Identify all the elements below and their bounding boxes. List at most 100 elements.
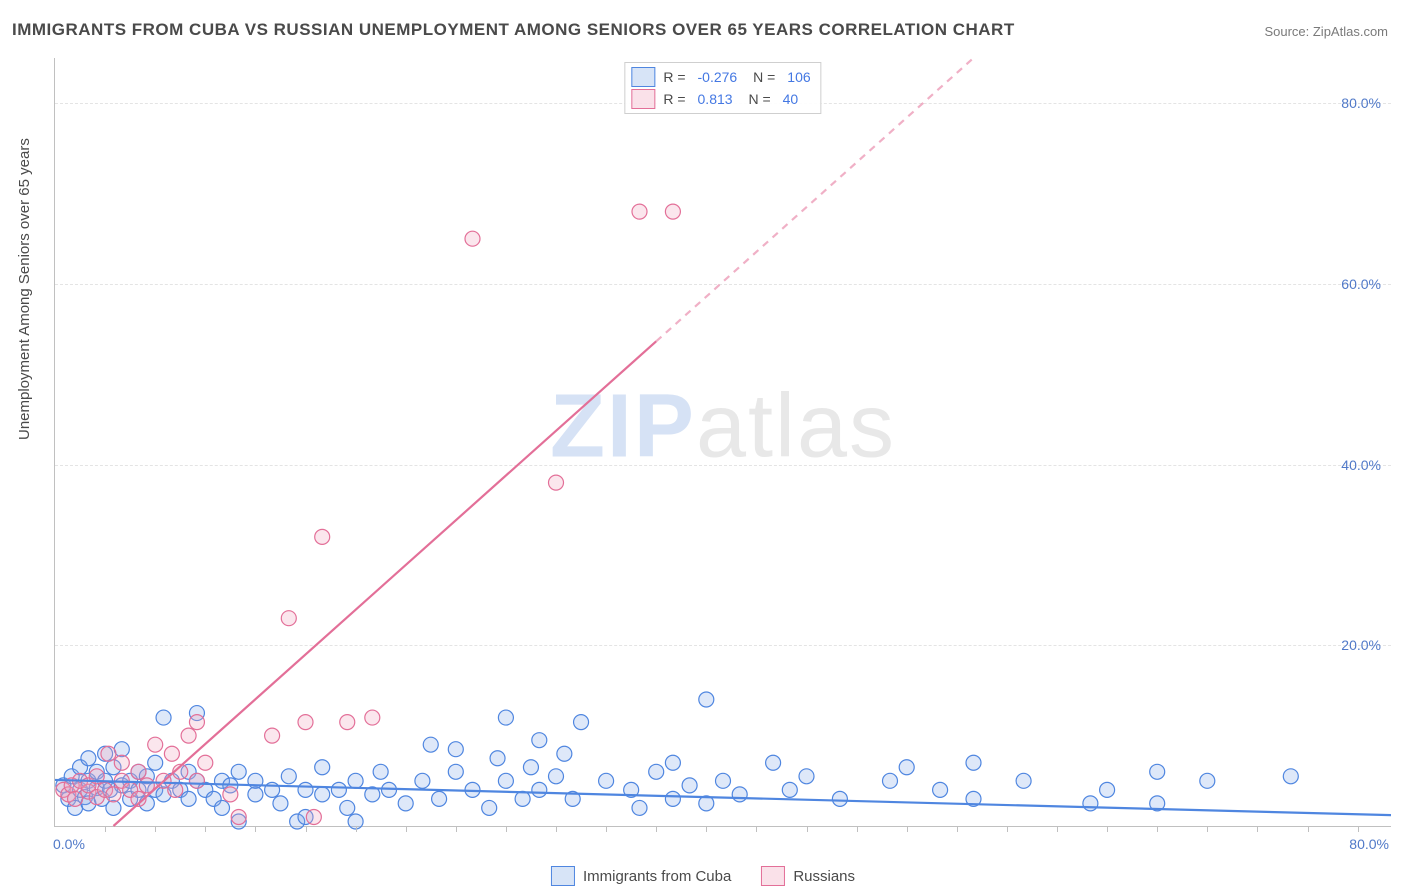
data-point bbox=[665, 755, 680, 770]
data-point bbox=[315, 529, 330, 544]
data-point bbox=[156, 710, 171, 725]
data-point bbox=[273, 796, 288, 811]
data-point bbox=[549, 769, 564, 784]
data-point bbox=[498, 773, 513, 788]
source-label: Source: ZipAtlas.com bbox=[1264, 24, 1388, 39]
data-point bbox=[665, 204, 680, 219]
data-point bbox=[490, 751, 505, 766]
data-point bbox=[189, 715, 204, 730]
data-point bbox=[315, 760, 330, 775]
y-tick-label: 20.0% bbox=[1341, 637, 1381, 653]
data-point bbox=[315, 787, 330, 802]
data-point bbox=[523, 760, 538, 775]
data-point bbox=[465, 231, 480, 246]
data-point bbox=[168, 782, 183, 797]
data-point bbox=[215, 800, 230, 815]
x-axis-end-label: 80.0% bbox=[1349, 836, 1389, 852]
data-point bbox=[114, 742, 129, 757]
data-point bbox=[682, 778, 697, 793]
data-point bbox=[348, 773, 363, 788]
data-point bbox=[148, 737, 163, 752]
data-point bbox=[423, 737, 438, 752]
data-point bbox=[632, 800, 647, 815]
data-point bbox=[883, 773, 898, 788]
data-point bbox=[398, 796, 413, 811]
data-point bbox=[1200, 773, 1215, 788]
data-point bbox=[198, 755, 213, 770]
x-tick bbox=[1358, 826, 1359, 832]
data-point bbox=[1150, 764, 1165, 779]
series-legend: Immigrants from Cuba Russians bbox=[551, 866, 855, 886]
x-axis-start-label: 0.0% bbox=[53, 836, 85, 852]
x-tick bbox=[456, 826, 457, 832]
series-legend-label: Immigrants from Cuba bbox=[583, 868, 731, 885]
data-point bbox=[331, 782, 346, 797]
x-tick bbox=[105, 826, 106, 832]
data-point bbox=[1083, 796, 1098, 811]
data-point bbox=[632, 204, 647, 219]
data-point bbox=[181, 728, 196, 743]
data-point bbox=[81, 751, 96, 766]
data-point bbox=[448, 742, 463, 757]
data-point bbox=[223, 787, 238, 802]
data-point bbox=[716, 773, 731, 788]
data-point bbox=[432, 791, 447, 806]
data-point bbox=[899, 760, 914, 775]
data-point bbox=[1100, 782, 1115, 797]
data-point bbox=[373, 764, 388, 779]
data-point bbox=[131, 764, 146, 779]
data-point bbox=[482, 800, 497, 815]
x-tick bbox=[1207, 826, 1208, 832]
x-tick bbox=[957, 826, 958, 832]
trend-line-solid bbox=[113, 341, 656, 826]
data-point bbox=[1016, 773, 1031, 788]
legend-swatch bbox=[761, 866, 785, 886]
data-point bbox=[231, 809, 246, 824]
data-point bbox=[114, 755, 129, 770]
data-point bbox=[832, 791, 847, 806]
data-point bbox=[281, 611, 296, 626]
data-point bbox=[574, 715, 589, 730]
data-point bbox=[532, 782, 547, 797]
series-legend-item: Russians bbox=[761, 866, 855, 886]
data-point bbox=[782, 782, 797, 797]
x-tick bbox=[306, 826, 307, 832]
x-tick bbox=[706, 826, 707, 832]
x-tick bbox=[1107, 826, 1108, 832]
data-point bbox=[106, 800, 121, 815]
data-point bbox=[101, 746, 116, 761]
data-point bbox=[966, 755, 981, 770]
chart-title: IMMIGRANTS FROM CUBA VS RUSSIAN UNEMPLOY… bbox=[12, 20, 1015, 40]
series-legend-label: Russians bbox=[793, 868, 855, 885]
data-point bbox=[515, 791, 530, 806]
chart-container: IMMIGRANTS FROM CUBA VS RUSSIAN UNEMPLOY… bbox=[0, 0, 1406, 892]
x-tick bbox=[205, 826, 206, 832]
x-tick bbox=[1308, 826, 1309, 832]
data-point bbox=[181, 791, 196, 806]
x-tick bbox=[356, 826, 357, 832]
data-point bbox=[106, 787, 121, 802]
data-point bbox=[68, 791, 83, 806]
x-tick bbox=[1057, 826, 1058, 832]
x-tick bbox=[1157, 826, 1158, 832]
trend-line-dashed bbox=[656, 58, 973, 341]
data-point bbox=[265, 728, 280, 743]
x-tick bbox=[606, 826, 607, 832]
data-point bbox=[799, 769, 814, 784]
data-point bbox=[1283, 769, 1298, 784]
data-point bbox=[415, 773, 430, 788]
data-point bbox=[148, 755, 163, 770]
y-axis-label: Unemployment Among Seniors over 65 years bbox=[16, 138, 33, 440]
data-point bbox=[766, 755, 781, 770]
data-point bbox=[557, 746, 572, 761]
x-tick bbox=[907, 826, 908, 832]
y-tick-label: 60.0% bbox=[1341, 276, 1381, 292]
data-point bbox=[933, 782, 948, 797]
data-point bbox=[298, 715, 313, 730]
data-point bbox=[340, 715, 355, 730]
data-point bbox=[231, 764, 246, 779]
x-tick bbox=[255, 826, 256, 832]
x-tick bbox=[155, 826, 156, 832]
data-point bbox=[365, 710, 380, 725]
plot-area: ZIPatlas R =-0.276 N =106R =0.813 N =40 … bbox=[54, 58, 1391, 827]
